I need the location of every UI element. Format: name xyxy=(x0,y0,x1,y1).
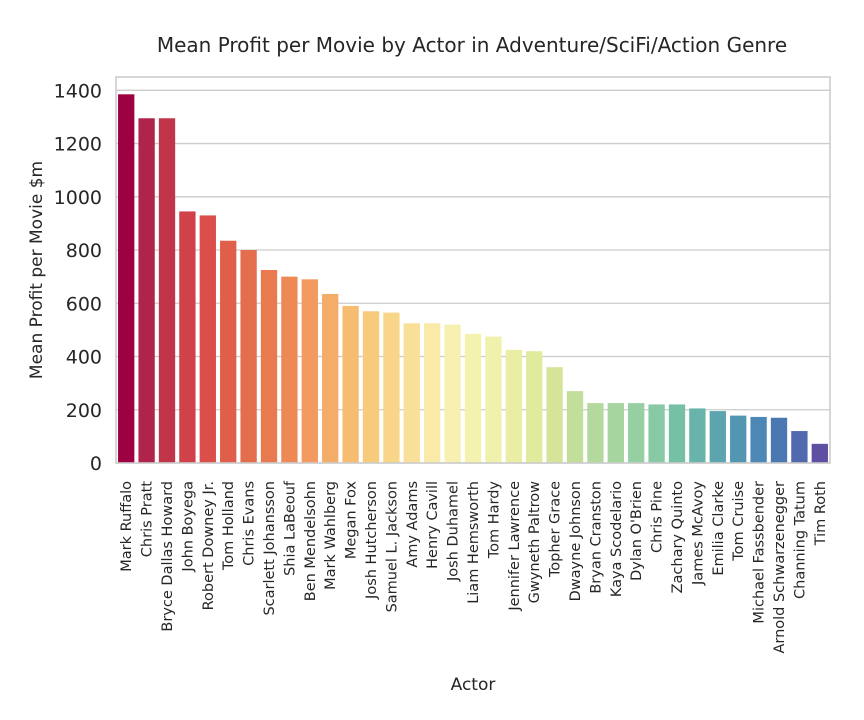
bar xyxy=(158,118,176,463)
x-tick-label: Kaya Scodelario xyxy=(609,481,625,597)
bar xyxy=(322,293,339,463)
y-tick-labels: 0 200 400 600 800 1000 1200 1400 xyxy=(54,80,102,475)
bar xyxy=(628,403,645,463)
bar xyxy=(240,250,257,463)
bar xyxy=(607,403,624,463)
bar xyxy=(383,312,400,463)
bar xyxy=(220,240,237,463)
bar xyxy=(750,416,767,463)
x-tick-label: Chris Evans xyxy=(242,481,258,566)
y-tick-label: 600 xyxy=(66,293,102,315)
y-tick-label: 1000 xyxy=(54,187,102,209)
x-tick-label: Chris Pine xyxy=(650,481,666,553)
x-tick-label: Bryce Dallas Howard xyxy=(160,481,176,632)
x-tick-label: Topher Grace xyxy=(548,481,564,578)
x-tick-label: John Boyega xyxy=(180,481,196,573)
bar xyxy=(770,417,788,463)
bar xyxy=(403,323,420,463)
x-tick-label: Jennifer Lawrence xyxy=(507,481,523,612)
bar xyxy=(485,336,502,463)
bar xyxy=(587,403,604,463)
x-tick-label: Chris Pratt xyxy=(140,481,156,557)
x-tick-label: Dylan O'Brien xyxy=(629,481,645,581)
x-tick-label: James McAvoy xyxy=(690,481,706,586)
x-tick-label: Mark Wahlberg xyxy=(323,481,339,590)
bar xyxy=(811,443,828,463)
bar xyxy=(362,311,380,463)
bar xyxy=(301,279,318,463)
bar xyxy=(546,367,563,463)
x-tick-label: Dwayne Johnson xyxy=(568,481,584,601)
x-tick-label: Josh Duhamel xyxy=(446,481,462,582)
chart-title: Mean Profit per Movie by Actor in Advent… xyxy=(157,33,787,57)
x-tick-label: Ben Mendelsohn xyxy=(303,481,319,601)
bar xyxy=(138,118,155,463)
x-tick-label: Tom Cruise xyxy=(731,481,747,562)
x-tick-label: Mark Ruffalo xyxy=(119,481,135,572)
x-tick-label: Bryan Cranston xyxy=(588,481,604,594)
bar xyxy=(648,404,665,463)
bars xyxy=(118,94,828,463)
bar xyxy=(179,211,196,463)
bar xyxy=(342,305,359,463)
bar xyxy=(730,415,747,463)
bar xyxy=(566,391,584,463)
x-tick-label: Arnold Schwarzenegger xyxy=(772,481,788,654)
bar xyxy=(118,94,135,463)
x-tick-label: Shia LaBeouf xyxy=(282,480,298,576)
bar xyxy=(444,324,461,463)
x-tick-label: Scarlett Johansson xyxy=(262,481,278,616)
bar xyxy=(281,276,298,463)
x-tick-label: Tom Hardy xyxy=(486,481,502,560)
x-tick-label: Michael Fassbender xyxy=(752,481,768,624)
x-tick-label: Samuel L. Jackson xyxy=(384,481,400,612)
x-tick-label: Megan Fox xyxy=(344,481,360,560)
y-tick-label: 400 xyxy=(66,347,102,369)
y-tick-label: 200 xyxy=(66,400,102,422)
y-axis-label: Mean Profit per Movie $m xyxy=(27,161,47,379)
bar xyxy=(505,349,522,463)
x-tick-label: Gwyneth Paltrow xyxy=(527,481,543,603)
plot-frame xyxy=(115,76,831,464)
y-tick-label: 800 xyxy=(66,240,102,262)
bar xyxy=(668,404,686,463)
y-tick-label: 1200 xyxy=(54,134,102,156)
y-tick-label: 0 xyxy=(90,453,102,475)
x-tick-label: Emilia Clarke xyxy=(711,481,727,576)
x-tick-label: Tim Roth xyxy=(813,481,829,546)
x-tick-label: Robert Downey Jr. xyxy=(201,481,217,610)
bar xyxy=(689,408,706,463)
x-tick-label: Henry Cavill xyxy=(425,481,441,569)
x-axis-label: Actor xyxy=(451,675,496,695)
x-tick-label: Channing Tatum xyxy=(792,481,808,599)
y-tick-label: 1400 xyxy=(54,80,102,102)
bar xyxy=(464,333,482,463)
x-tick-labels: Mark Ruffalo Chris Pratt Bryce Dallas Howa… xyxy=(119,480,829,653)
x-tick-label: Liam Hemsworth xyxy=(466,481,482,604)
bar xyxy=(526,351,543,463)
x-tick-label: Zachary Quinto xyxy=(670,481,686,594)
x-tick-label: Josh Hutcherson xyxy=(364,481,380,600)
bar xyxy=(424,323,441,463)
x-tick-label: Tom Holland xyxy=(221,481,237,571)
bar xyxy=(791,431,808,463)
bar xyxy=(199,215,216,463)
bar xyxy=(709,411,726,463)
x-tick-label: Amy Adams xyxy=(405,481,421,568)
bar xyxy=(260,270,278,463)
